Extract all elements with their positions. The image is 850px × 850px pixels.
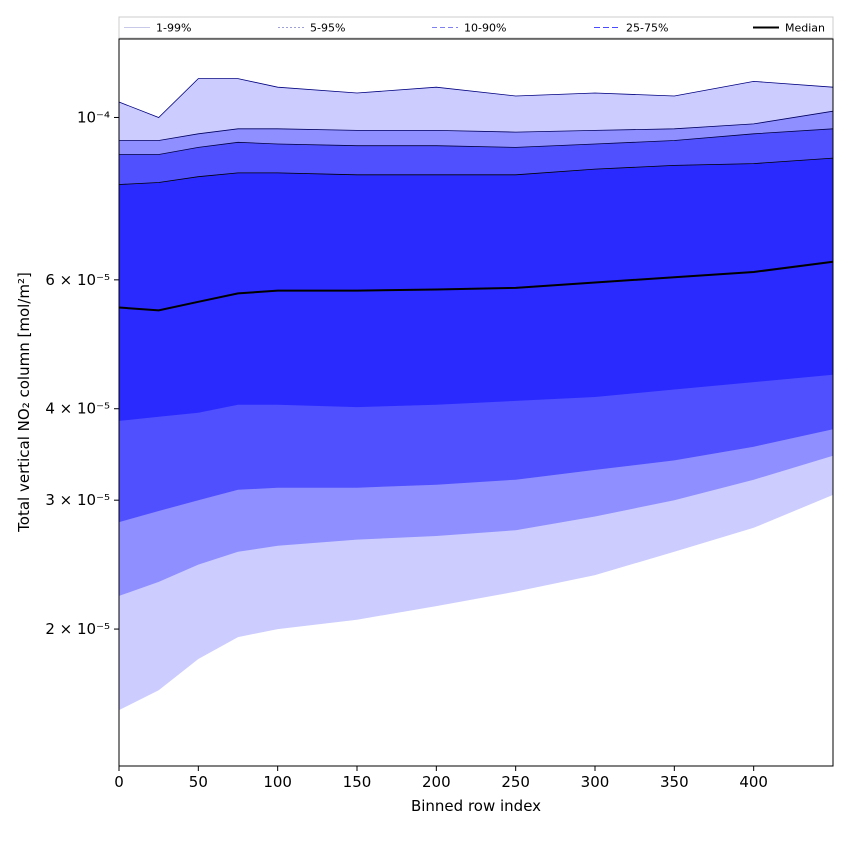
y-axis-ticks: 2 × 10⁻⁵ 3 × 10⁻⁵ 4 × 10⁻⁵ 6 × 10⁻⁵ 10⁻⁴ [45, 108, 119, 638]
legend-label-5-95: 5-95% [310, 22, 345, 35]
x-tick-label: 50 [189, 773, 208, 791]
x-axis-ticks: 0 50 100 150 200 250 300 350 400 [114, 766, 768, 791]
band-upper-line-10-90 [119, 128, 834, 155]
band-upper-line-25-75 [118, 157, 834, 185]
y-axis-label: Total vertical NO₂ column [mol/m²] [15, 272, 33, 533]
legend-box [118, 16, 834, 39]
plot-frame [118, 38, 834, 767]
x-tick-label: 250 [501, 773, 530, 791]
legend: 1-99% 5-95% 10-90% 25-75% Median [118, 16, 834, 39]
x-tick-label: 150 [343, 773, 372, 791]
legend-label-25-75: 25-75% [626, 22, 668, 35]
legend-label-10-90: 10-90% [464, 22, 506, 35]
x-tick-label: 100 [263, 773, 292, 791]
y-tick-label: 4 × 10⁻⁵ [45, 400, 110, 418]
legend-label-median: Median [785, 22, 825, 35]
x-axis-label: Binned row index [411, 797, 541, 815]
legend-label-1-99: 1-99% [156, 22, 191, 35]
y-tick-label: 2 × 10⁻⁵ [45, 620, 110, 638]
median-line [118, 260, 834, 312]
percentile-bands [118, 78, 834, 711]
x-tick-label: 350 [660, 773, 689, 791]
y-tick-label: 3 × 10⁻⁵ [45, 491, 110, 509]
y-tick-label: 6 × 10⁻⁵ [45, 271, 110, 289]
y-tick-label: 10⁻⁴ [77, 108, 110, 126]
band-upper-line-5-95 [119, 110, 834, 141]
x-tick-label: 400 [739, 773, 768, 791]
x-tick-label: 300 [581, 773, 610, 791]
median-layer [118, 260, 834, 312]
band-upper-line-1-99 [118, 78, 834, 118]
x-tick-label: 200 [422, 773, 451, 791]
x-tick-label: 0 [114, 773, 124, 791]
